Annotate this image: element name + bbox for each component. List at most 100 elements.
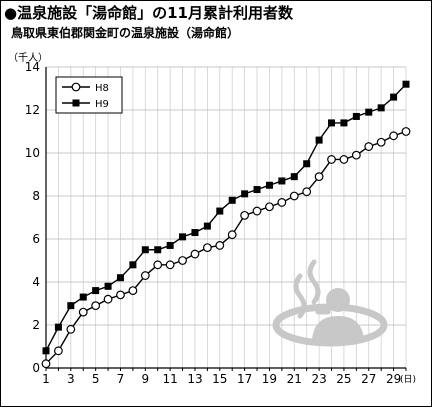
y-tick-label: 10 xyxy=(25,146,40,160)
data-point-H9 xyxy=(228,196,236,204)
data-point-H9 xyxy=(166,241,174,249)
x-tick-label: 15 xyxy=(212,372,227,386)
data-point-H9 xyxy=(315,136,323,144)
x-tick-label: 21 xyxy=(287,372,302,386)
x-tick-label: 11 xyxy=(162,372,177,386)
data-point-H8 xyxy=(103,294,113,304)
y-tick-label: 8 xyxy=(32,189,40,203)
data-point-H9 xyxy=(352,112,360,120)
x-tick-label: 13 xyxy=(187,372,202,386)
x-axis-unit-label: (日) xyxy=(400,374,416,385)
series-layer xyxy=(41,80,411,369)
data-point-H9 xyxy=(54,323,62,331)
legend-marker-H9 xyxy=(72,99,80,107)
data-point-H8 xyxy=(364,142,374,151)
data-point-H8 xyxy=(190,249,200,259)
data-point-H8 xyxy=(128,286,138,296)
data-point-H9 xyxy=(104,282,112,290)
data-point-H8 xyxy=(165,260,175,270)
data-point-H8 xyxy=(78,307,88,317)
data-point-H9 xyxy=(129,261,137,269)
data-point-H9 xyxy=(116,274,124,282)
y-tick-label: 6 xyxy=(32,232,40,246)
data-point-H9 xyxy=(42,347,50,355)
x-tick-label: 7 xyxy=(117,372,125,386)
y-tick-label: 12 xyxy=(25,103,40,117)
data-point-H9 xyxy=(265,181,273,189)
data-point-H8 xyxy=(327,155,336,164)
x-tick-label: 1 xyxy=(42,372,50,386)
data-point-H8 xyxy=(289,191,299,201)
figure-title: ●温泉施設「湯命館」の11月累計利用者数 xyxy=(4,4,293,22)
x-tick-label: 5 xyxy=(92,372,100,386)
data-point-H8 xyxy=(153,260,163,270)
data-point-H9 xyxy=(390,93,398,101)
legend-box xyxy=(55,76,123,114)
data-point-H9 xyxy=(203,222,211,230)
data-point-H9 xyxy=(191,229,199,237)
data-point-H9 xyxy=(79,293,87,301)
series-H8 xyxy=(41,127,411,369)
data-point-H8 xyxy=(277,198,287,207)
data-point-H8 xyxy=(54,346,63,356)
data-point-H9 xyxy=(278,177,286,185)
x-tick-label: 3 xyxy=(67,372,75,386)
data-point-H8 xyxy=(240,210,250,220)
data-point-H9 xyxy=(141,246,149,254)
data-point-H9 xyxy=(216,207,224,215)
x-tick-label: 25 xyxy=(336,372,351,386)
y-tick-label: 4 xyxy=(32,275,40,289)
data-point-H8 xyxy=(116,290,125,300)
bather-head xyxy=(326,288,350,312)
data-point-H8 xyxy=(252,206,262,216)
data-point-H8 xyxy=(302,187,312,197)
legend-label-H9: H9 xyxy=(95,99,109,110)
data-point-H9 xyxy=(67,302,75,310)
data-point-H8 xyxy=(66,324,76,334)
data-point-H9 xyxy=(253,186,261,194)
x-tick-label: 17 xyxy=(237,372,252,386)
steam-wave xyxy=(293,273,307,319)
data-point-H9 xyxy=(365,108,373,116)
grid-layer xyxy=(45,66,407,369)
x-tick-label: 29 xyxy=(386,372,401,386)
x-tick-label: 9 xyxy=(141,372,149,386)
figure-subtitle: 鳥取県東伯郡関金町の温泉施設（湯命館） xyxy=(11,26,240,40)
y-tick-label: 0 xyxy=(32,361,40,375)
series-H9 xyxy=(42,80,410,355)
data-point-H8 xyxy=(376,137,386,147)
data-point-H8 xyxy=(389,131,398,141)
data-point-H8 xyxy=(178,256,187,265)
data-point-H9 xyxy=(290,173,298,181)
data-point-H9 xyxy=(154,246,162,254)
data-point-H8 xyxy=(314,172,324,182)
data-point-H8 xyxy=(215,241,225,250)
x-tick-label: 27 xyxy=(361,372,376,386)
data-point-H8 xyxy=(140,271,150,280)
data-point-H9 xyxy=(92,287,100,295)
y-axis-unit-label: （千人） xyxy=(8,52,48,64)
x-tick-label: 23 xyxy=(311,372,326,386)
data-point-H8 xyxy=(339,155,349,164)
x-tick-label: 19 xyxy=(262,372,277,386)
data-point-H9 xyxy=(402,80,410,88)
data-point-H9 xyxy=(179,233,187,241)
steam-wave xyxy=(307,259,321,305)
y-tick-label: 14 xyxy=(25,60,40,74)
legend-marker-H8 xyxy=(71,82,81,92)
data-point-H8 xyxy=(227,230,237,240)
data-point-H8 xyxy=(202,243,212,253)
legend-label-H8: H8 xyxy=(95,83,109,94)
y-tick-label: 2 xyxy=(32,318,40,332)
data-point-H8 xyxy=(351,150,361,160)
data-point-H9 xyxy=(303,160,311,168)
data-point-H8 xyxy=(401,127,411,136)
data-point-H8 xyxy=(265,202,274,212)
data-point-H8 xyxy=(91,301,101,311)
data-point-H9 xyxy=(340,119,348,127)
data-point-H9 xyxy=(377,104,385,112)
